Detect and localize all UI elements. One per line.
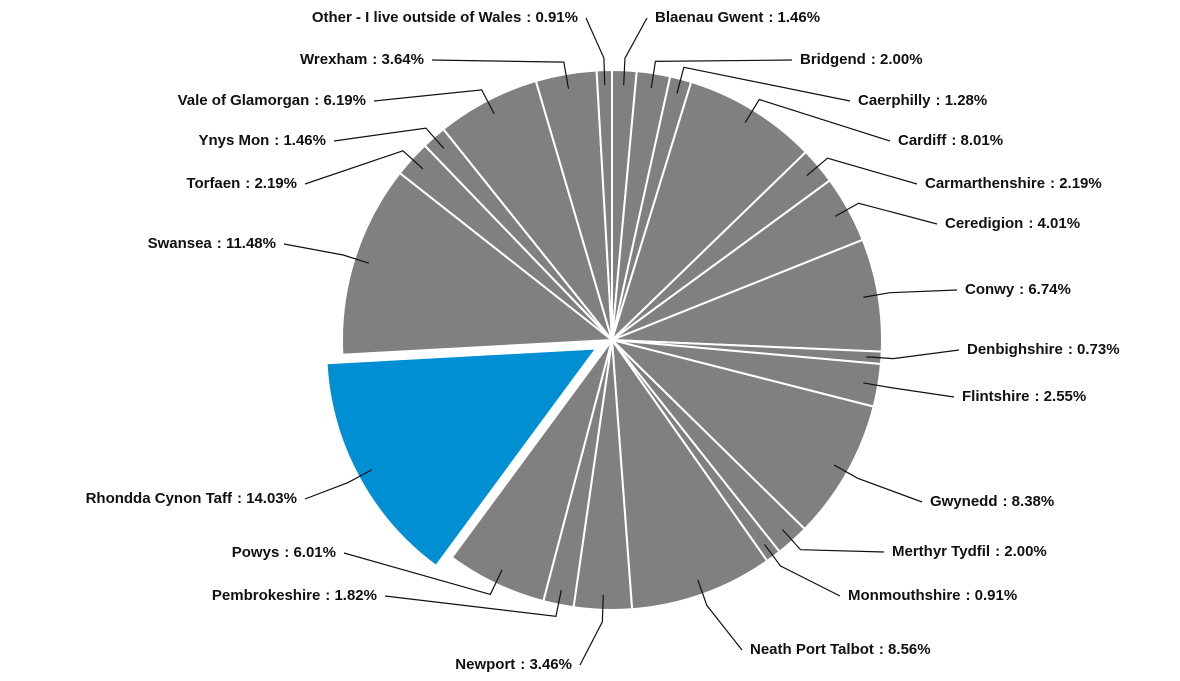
- category-name: Vale of Glamorgan: [178, 92, 310, 109]
- leader-line: [373, 89, 495, 115]
- value-label: : 1.82%: [325, 587, 377, 604]
- value-label: : 8.01%: [951, 132, 1003, 149]
- slice-label: Rhondda Cynon Taff: 14.03%: [86, 490, 297, 507]
- value-label: : 2.00%: [871, 51, 923, 68]
- value-label: : 8.56%: [879, 641, 931, 658]
- leader-line: [304, 469, 373, 500]
- slice-label: Powys: 6.01%: [232, 544, 336, 561]
- slice-label: Monmouthshire : 0.91%: [848, 587, 1017, 604]
- leader-line: [863, 382, 955, 398]
- leader-line: [806, 157, 918, 185]
- slice-label: Blaenau Gwent : 1.46%: [655, 9, 820, 26]
- category-name: Merthyr Tydfil: [892, 543, 990, 560]
- category-name: Caerphilly: [858, 92, 931, 109]
- value-label: : 4.01%: [1028, 215, 1080, 232]
- slice-label: Ynys Mon : 1.46%: [198, 132, 326, 149]
- category-name: Powys: [232, 544, 280, 561]
- slice-label: Ceredigion : 4.01%: [945, 215, 1080, 232]
- leader-line: [744, 98, 891, 142]
- value-label: : 11.48%: [217, 235, 276, 252]
- leader-line: [650, 59, 793, 89]
- slice-label: Wrexham : 3.64%: [300, 51, 424, 68]
- value-label: : 14.03%: [237, 490, 297, 507]
- category-name: Bridgend: [800, 51, 866, 68]
- value-label: : 2.55%: [1035, 388, 1087, 405]
- slice-label: Denbighshire : 0.73%: [967, 341, 1120, 358]
- leader-line: [763, 544, 841, 597]
- slice-label: Newport : 3.46%: [455, 656, 572, 673]
- leader-line: [283, 243, 370, 264]
- slice-label: Pembrokeshire : 1.82%: [212, 587, 377, 604]
- category-name: Blaenau Gwent: [655, 9, 763, 26]
- category-name: Carmarthenshire: [925, 175, 1045, 192]
- slice-label: Torfaen : 2.19%: [186, 175, 297, 192]
- category-name: Cardiff: [898, 132, 947, 149]
- leader-line: [834, 202, 938, 225]
- category-name: Neath Port Talbot: [750, 641, 874, 658]
- leader-line: [431, 59, 570, 89]
- value-label: : 1.46%: [768, 9, 820, 26]
- category-name: Ceredigion: [945, 215, 1023, 232]
- value-label: : 0.91%: [966, 587, 1018, 604]
- category-name: Monmouthshire: [848, 587, 961, 604]
- category-name: Denbighshire: [967, 341, 1063, 358]
- category-name: Swansea: [148, 235, 213, 252]
- leader-line: [333, 127, 445, 149]
- leader-line: [782, 529, 885, 553]
- leader-line: [585, 17, 606, 86]
- category-name: Ynys Mon: [198, 132, 269, 149]
- category-name: Wrexham: [300, 51, 367, 68]
- leader-line: [384, 589, 562, 618]
- slice-label: Caerphilly : 1.28%: [858, 92, 987, 109]
- slice-label: Swansea: 11.48%: [148, 235, 276, 252]
- slice-label: Bridgend : 2.00%: [800, 51, 923, 68]
- leader-line: [676, 66, 851, 102]
- category-name: Torfaen: [186, 175, 240, 192]
- value-label: : 6.74%: [1019, 281, 1071, 298]
- slice-label: Neath Port Talbot : 8.56%: [750, 641, 931, 658]
- category-name: Newport: [455, 656, 515, 673]
- value-label: : 2.00%: [995, 543, 1047, 560]
- category-name: Flintshire: [962, 388, 1030, 405]
- leader-line: [623, 17, 648, 86]
- value-label: : 8.38%: [1003, 493, 1055, 510]
- category-name: Gwynedd: [930, 493, 998, 510]
- value-label: : 6.19%: [314, 92, 366, 109]
- slice-label: Vale of Glamorgan: 6.19%: [178, 92, 366, 109]
- value-label: : 0.91%: [526, 9, 578, 26]
- value-label: : 3.64%: [372, 51, 424, 68]
- leader-line: [697, 579, 743, 651]
- value-label: : 3.46%: [520, 656, 572, 673]
- value-label: : 1.28%: [936, 92, 988, 109]
- value-label: : 6.01%: [284, 544, 336, 561]
- slice-label: Gwynedd : 8.38%: [930, 493, 1054, 510]
- slice-label: Flintshire : 2.55%: [962, 388, 1086, 405]
- category-name: Pembrokeshire: [212, 587, 320, 604]
- value-label: : 1.46%: [274, 132, 326, 149]
- slice-label: Merthyr Tydfil : 2.00%: [892, 543, 1047, 560]
- leader-line: [343, 552, 503, 596]
- value-label: : 0.73%: [1068, 341, 1120, 358]
- slice-label: Cardiff: 8.01%: [898, 132, 1003, 149]
- leader-line: [863, 289, 958, 298]
- leader-line: [304, 150, 424, 185]
- slice-label: Carmarthenshire : 2.19%: [925, 175, 1102, 192]
- slice-label: Other - I live outside of Wales : 0.91%: [312, 9, 578, 26]
- value-label: : 2.19%: [245, 175, 297, 192]
- value-label: : 2.19%: [1050, 175, 1102, 192]
- leader-line: [833, 464, 923, 503]
- category-name: Rhondda Cynon Taff: [86, 490, 233, 507]
- category-name: Conwy: [965, 281, 1015, 298]
- leader-line: [866, 349, 960, 360]
- category-name: Other - I live outside of Wales: [312, 9, 521, 26]
- slice-label: Conwy: 6.74%: [965, 281, 1071, 298]
- leader-line: [579, 594, 604, 666]
